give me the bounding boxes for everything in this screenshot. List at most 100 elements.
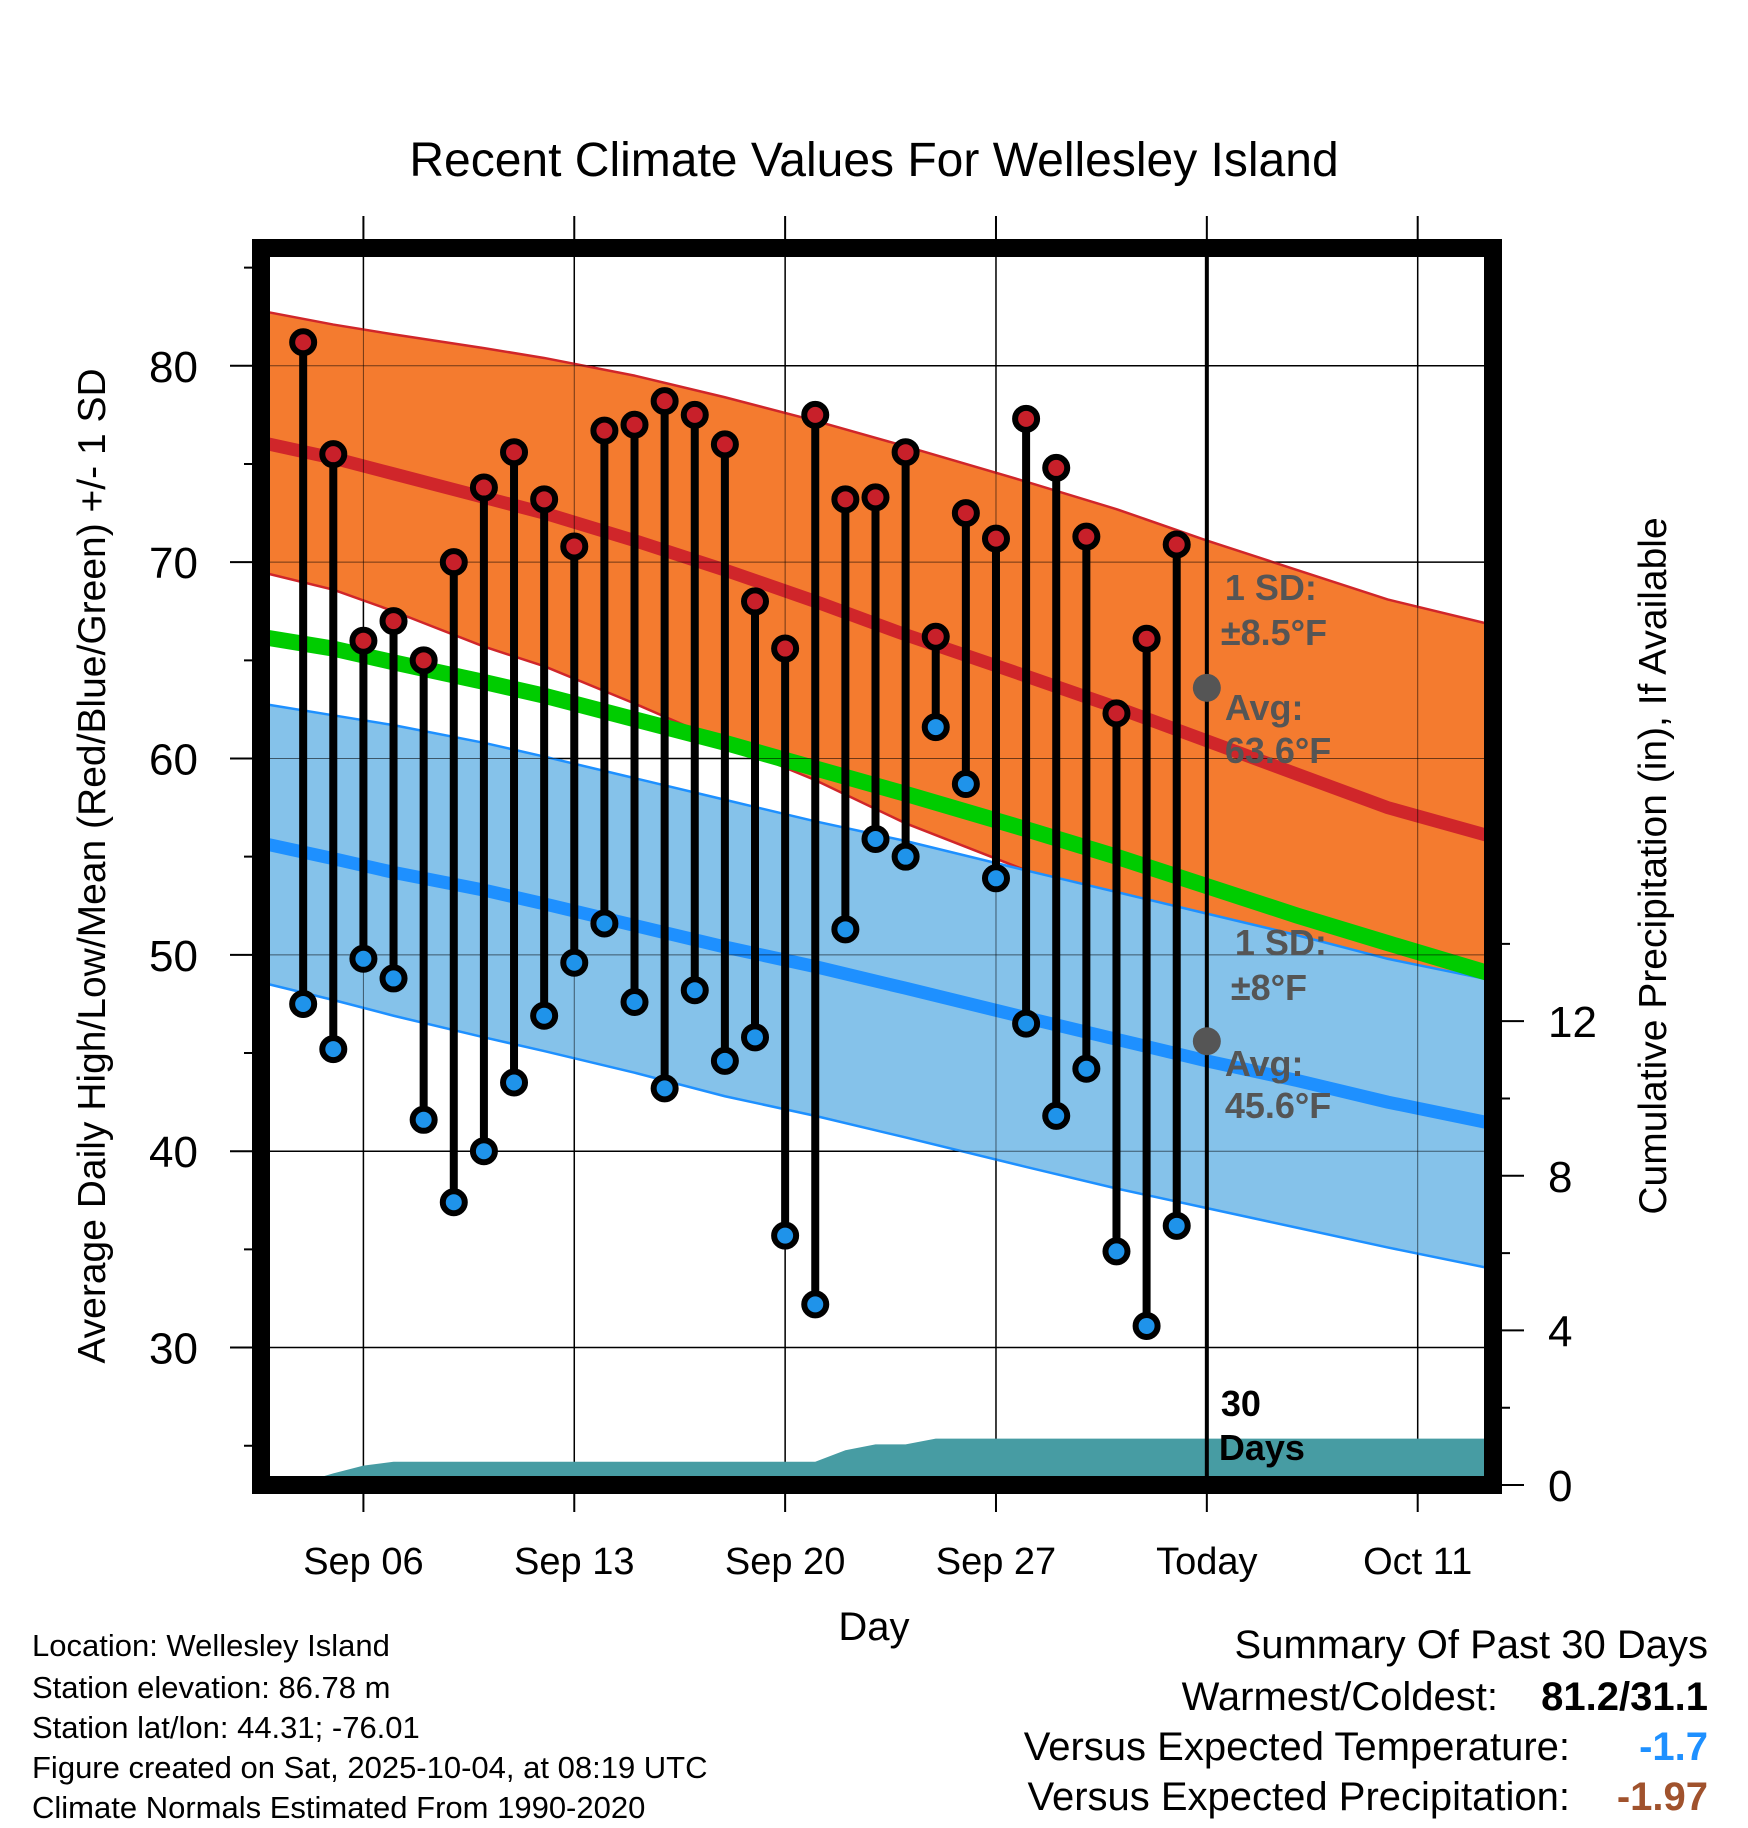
low-point [981, 864, 1010, 893]
summary-temp-value: -1.7 [1639, 1725, 1708, 1769]
high-point [1102, 699, 1131, 728]
low-point [861, 825, 890, 854]
x-axis: Sep 06 Sep 13 Sep 20 Sep 27 Today Oct 11 [303, 216, 1472, 1583]
climate-normals-period: Climate Normals Estimated From 1990-2020 [32, 1790, 645, 1825]
x-axis-label: Day [838, 1605, 909, 1649]
high-point [349, 626, 378, 655]
y-tick-label-left: 40 [149, 1128, 198, 1177]
low-point [891, 842, 920, 871]
low-point [1162, 1211, 1191, 1240]
summary-title: Summary Of Past 30 Days [1235, 1623, 1708, 1667]
high-point [1012, 404, 1041, 433]
high-point [439, 548, 468, 577]
y-tick-label-right: 4 [1548, 1307, 1572, 1356]
high-point [319, 440, 348, 469]
low-sd-label: 1 SD: [1235, 922, 1327, 963]
high-point [650, 387, 679, 416]
y-axis-left-label: Average Daily High/Low/Mean (Red/Blue/Gr… [71, 368, 114, 1363]
y-tick-label-left: 50 [149, 932, 198, 981]
high-point [981, 524, 1010, 553]
low-point [951, 770, 980, 799]
low-point [500, 1068, 529, 1097]
y-tick-label-left: 30 [149, 1325, 198, 1374]
low-point [590, 909, 619, 938]
x-tick-label: Sep 06 [303, 1541, 423, 1583]
high-avg-today-marker [1192, 673, 1221, 702]
low-point [409, 1105, 438, 1134]
y-axis-right-label: Cumulative Precipitation (in), If Availa… [1632, 517, 1675, 1214]
high-sd-value: ±8.5°F [1221, 612, 1327, 653]
low-point [620, 987, 649, 1016]
y-axis-left: 30 40 50 60 70 80 [149, 266, 261, 1447]
summary-temp-label: Versus Expected Temperature: [1024, 1725, 1570, 1769]
high-point [710, 430, 739, 459]
low-avg-today-marker [1192, 1027, 1221, 1056]
daily-bars [289, 248, 1209, 1485]
high-point [861, 483, 890, 512]
low-point [1012, 1009, 1041, 1038]
high-point [741, 587, 770, 616]
low-point [741, 1023, 770, 1052]
high-point [951, 499, 980, 528]
summary: Summary Of Past 30 Days Warmest/Coldest:… [1024, 1623, 1708, 1819]
y-axis-right: 0 4 8 12 [1493, 942, 1597, 1511]
high-point [590, 416, 619, 445]
station-elevation: Station elevation: 86.78 m [32, 1670, 390, 1705]
days-label: Days [1219, 1427, 1305, 1468]
low-point [530, 1001, 559, 1030]
high-point [1072, 522, 1101, 551]
low-point [680, 976, 709, 1005]
x-tick-label: Sep 20 [725, 1541, 845, 1583]
high-point [469, 473, 498, 502]
y-tick-label-right: 8 [1548, 1153, 1572, 1202]
low-point [439, 1188, 468, 1217]
y-tick-label-left: 70 [149, 539, 198, 588]
high-point [289, 328, 318, 357]
figure-created: Figure created on Sat, 2025-10-04, at 08… [32, 1750, 708, 1785]
summary-warm-cold-value: 81.2/31.1 [1541, 1675, 1708, 1719]
summary-precip-value: -1.97 [1617, 1775, 1708, 1819]
low-point [921, 713, 950, 742]
high-point [379, 607, 408, 636]
low-point [831, 915, 860, 944]
station-info: Location: Wellesley Island Station eleva… [32, 1628, 708, 1825]
precip-area [294, 1438, 1493, 1485]
high-avg-label: Avg: [1225, 687, 1304, 728]
low-point [319, 1035, 348, 1064]
station-latlon: Station lat/lon: 44.31; -76.01 [32, 1710, 420, 1745]
high-point [921, 622, 950, 651]
y-tick-label-left: 60 [149, 736, 198, 785]
high-point [560, 532, 589, 561]
high-point [771, 634, 800, 663]
low-point [1102, 1237, 1131, 1266]
high-point [1162, 530, 1191, 559]
y-tick-label-right: 0 [1548, 1462, 1572, 1511]
low-point [469, 1137, 498, 1166]
days-count: 30 [1221, 1383, 1261, 1424]
high-point [500, 438, 529, 467]
low-point [1042, 1101, 1071, 1130]
y-tick-label-left: 80 [149, 343, 198, 392]
precip-area-group [294, 1438, 1493, 1485]
y-tick-label-right: 12 [1548, 998, 1597, 1047]
summary-warm-cold-label: Warmest/Coldest: [1182, 1675, 1498, 1719]
x-tick-label: Today [1156, 1541, 1257, 1583]
low-point [379, 964, 408, 993]
low-sd-value: ±8°F [1231, 967, 1307, 1008]
low-point [1132, 1311, 1161, 1340]
station-location: Location: Wellesley Island [32, 1628, 390, 1663]
high-point [1132, 624, 1161, 653]
high-sd-label: 1 SD: [1225, 567, 1317, 608]
high-point [620, 410, 649, 439]
low-point [771, 1221, 800, 1250]
high-avg-value: 63.6°F [1225, 730, 1331, 771]
low-point [801, 1290, 830, 1319]
high-point [831, 485, 860, 514]
low-point [560, 948, 589, 977]
plot-frame [252, 239, 1502, 1494]
high-point [409, 646, 438, 675]
low-point [1072, 1054, 1101, 1083]
high-point [530, 485, 559, 514]
